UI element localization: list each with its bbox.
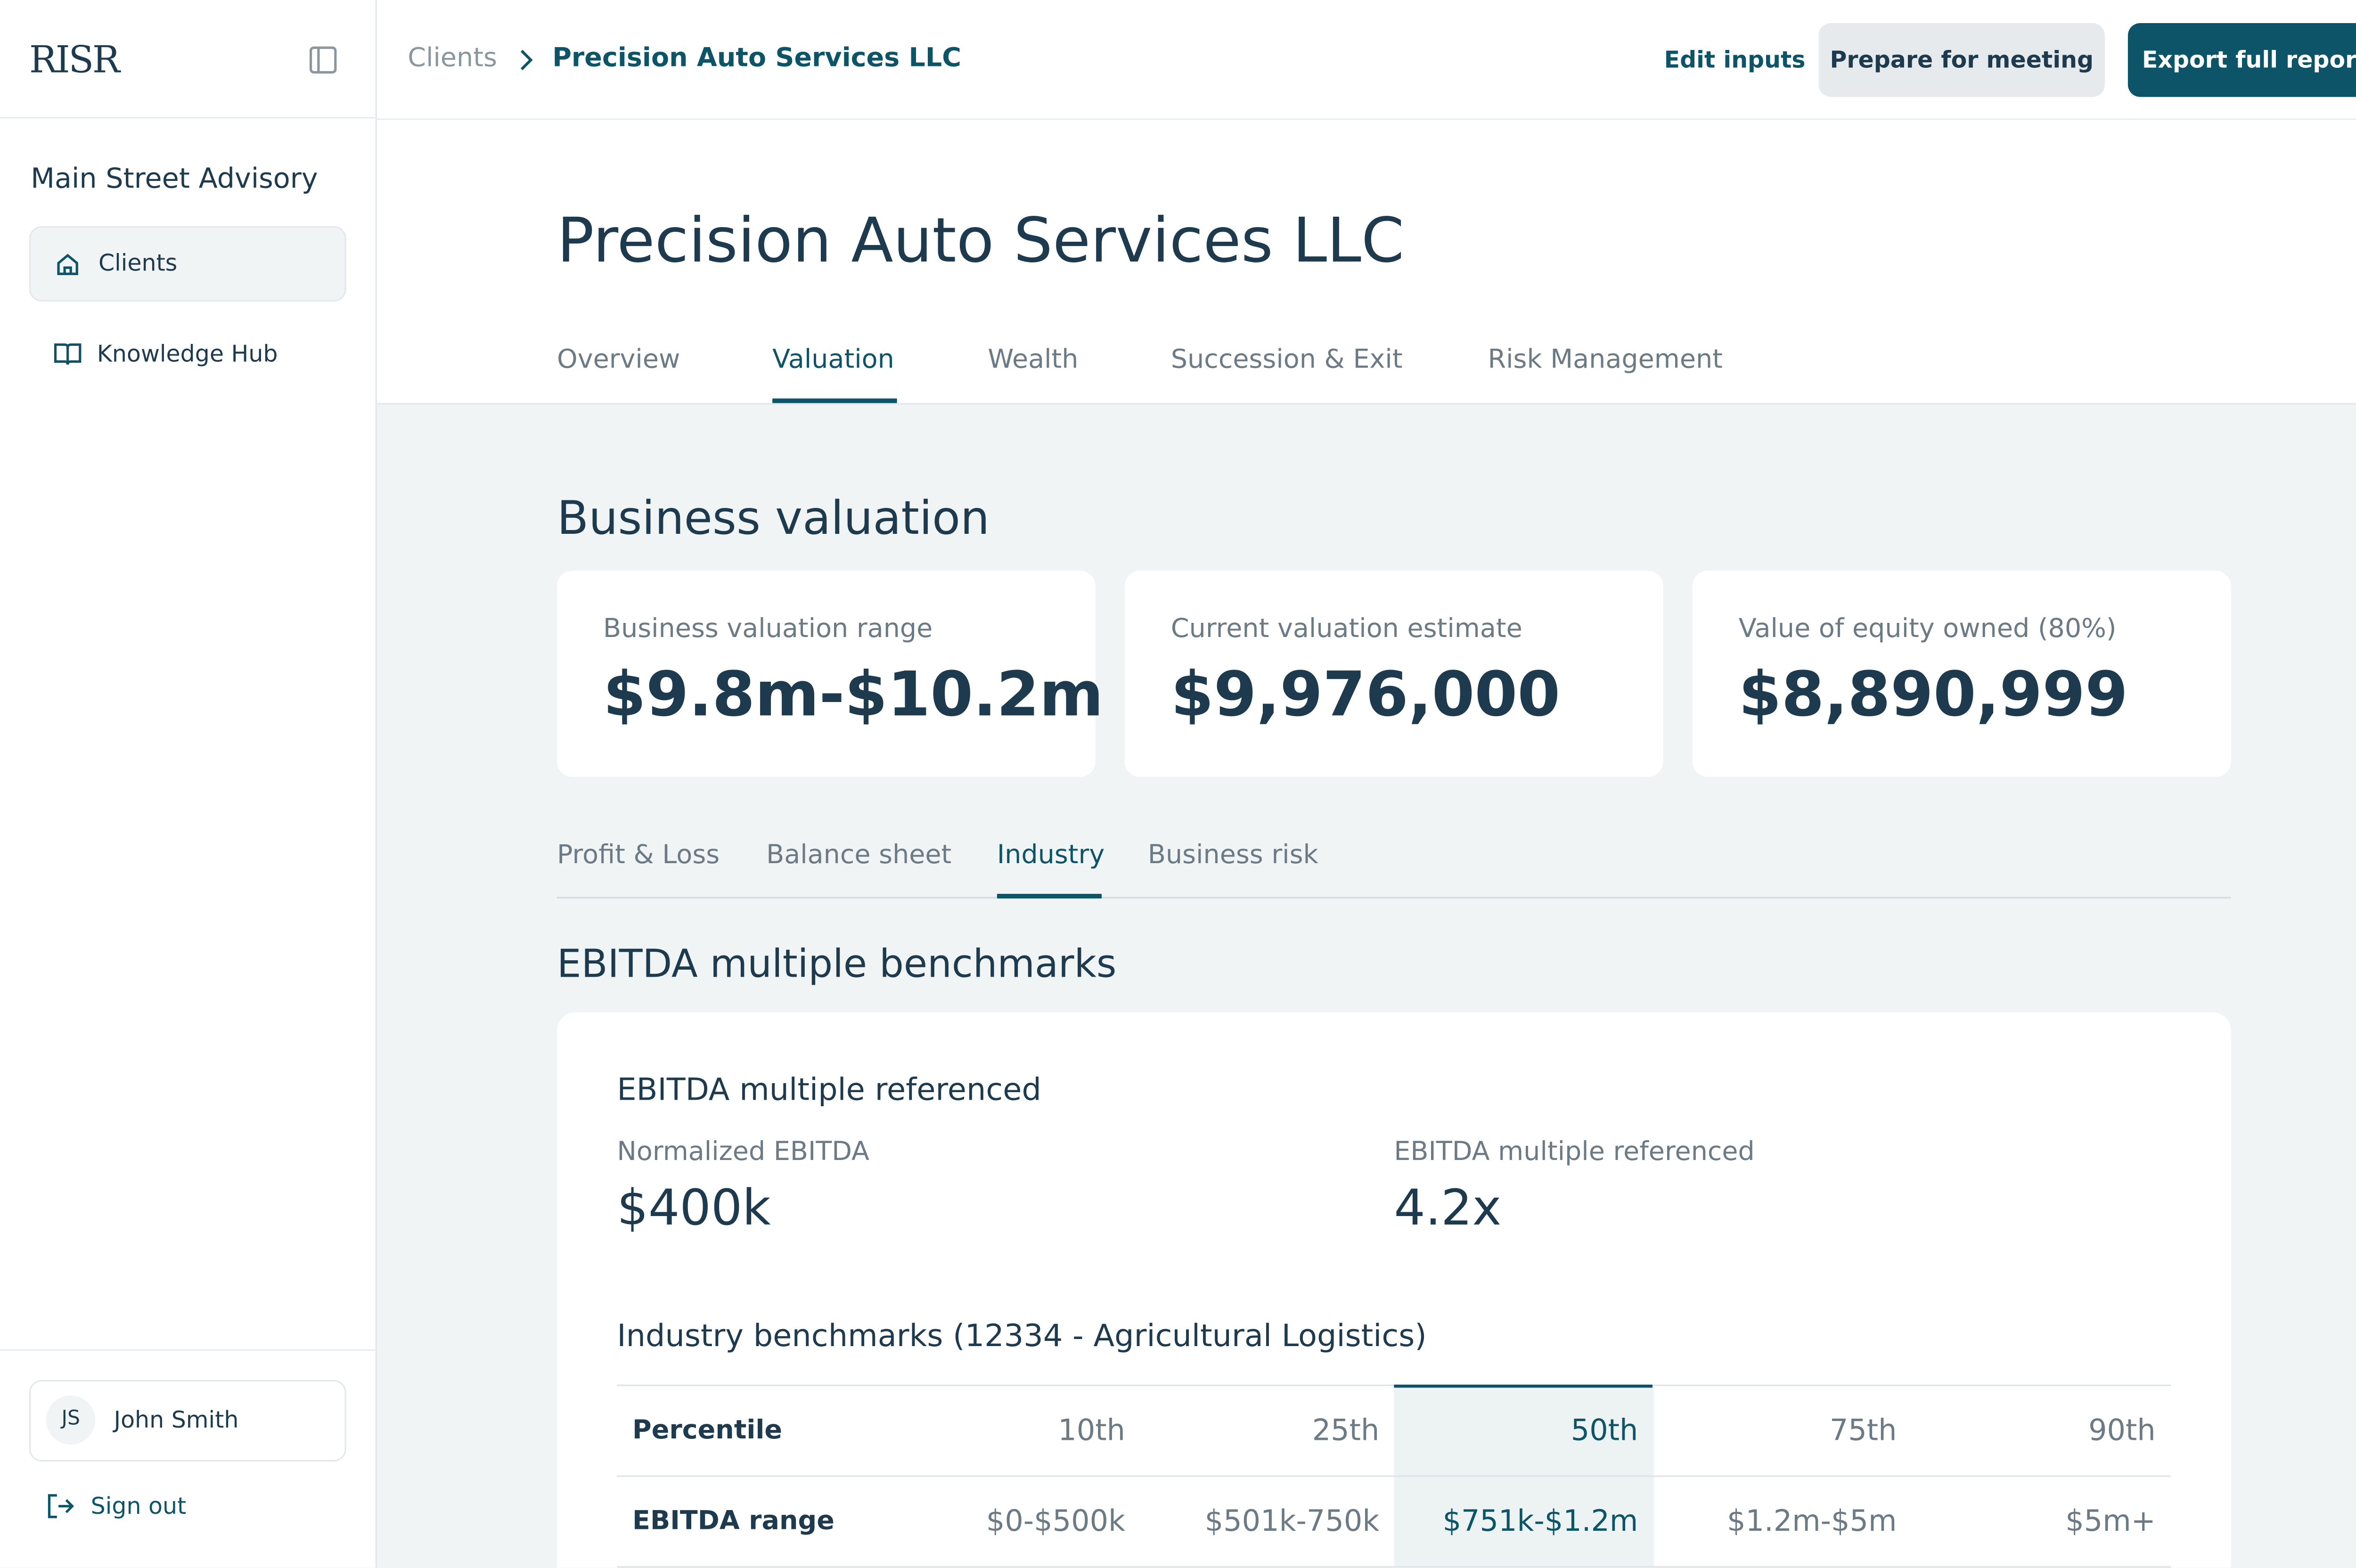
- tab[interactable]: Risk Management: [1488, 344, 1723, 376]
- top-bar: Clients Precision Auto Services LLC Edit…: [376, 0, 2356, 120]
- nav-label: Knowledge Hub: [97, 340, 278, 368]
- table-cell: $751k-$1.2m: [1394, 1476, 1654, 1568]
- benchmark-panel: EBITDA multiple referenced Normalized EB…: [557, 1012, 2231, 1568]
- benchmarks-title: Industry benchmarks (12334 - Agricultura…: [617, 1317, 1427, 1354]
- table-cell: $5m+: [1912, 1476, 2171, 1568]
- table-header-row: Percentile 10th 25th 50th 75th 90th: [617, 1385, 2171, 1477]
- nav-label: Clients: [98, 249, 178, 277]
- tab[interactable]: Succession & Exit: [1170, 344, 1403, 376]
- edit-inputs-button[interactable]: Edit inputs: [1664, 46, 1806, 74]
- metric-card: Business valuation range $9.8m-$10.2m: [557, 571, 1104, 777]
- page-title: Precision Auto Services LLC: [557, 206, 1405, 277]
- table-cell: EBITDA range: [617, 1476, 887, 1568]
- section-title: EBITDA multiple benchmarks: [557, 941, 1117, 987]
- sidebar: RISR Main Street Advisory Clients Knowle…: [0, 0, 377, 1568]
- card-label: Current valuation estimate: [1170, 613, 1522, 645]
- benchmark-table: Percentile 10th 25th 50th 75th 90th EBIT…: [617, 1384, 2171, 1568]
- table-cell: $501k-750k: [1140, 1476, 1395, 1568]
- home-icon: [57, 253, 78, 275]
- breadcrumb-link[interactable]: Clients: [408, 43, 497, 74]
- subtab[interactable]: Business risk: [1147, 840, 1318, 871]
- table-cell: 25th: [1140, 1385, 1395, 1477]
- table-cell: Percentile: [617, 1385, 887, 1477]
- page-header: Precision Auto Services LLC Overview Val…: [376, 120, 2356, 405]
- metric-label: EBITDA multiple referenced: [1394, 1137, 1755, 1168]
- card-label: Business valuation range: [603, 613, 933, 645]
- subtab[interactable]: Balance sheet: [766, 840, 952, 871]
- avatar: JS: [46, 1395, 96, 1445]
- logo[interactable]: RISR: [29, 38, 120, 82]
- metric-card: Value of equity owned (80%) $8,890,999: [1692, 571, 2231, 777]
- metric-label: Normalized EBITDA: [617, 1137, 870, 1168]
- section-heading: Business valuation: [557, 492, 990, 547]
- panel-title: EBITDA multiple referenced: [617, 1070, 1041, 1108]
- metric-card: Current valuation estimate $9,976,000: [1124, 571, 1663, 777]
- metric-value: $400k: [617, 1178, 771, 1237]
- collapse-icon[interactable]: [309, 46, 337, 74]
- org-name: Main Street Advisory: [31, 163, 318, 196]
- sign-out[interactable]: Sign out: [90, 1492, 187, 1520]
- chevron: [520, 49, 533, 71]
- tab[interactable]: Overview: [557, 344, 680, 376]
- card-value: $9.8m-$10.2m: [603, 660, 1104, 731]
- card-value: $8,890,999: [1738, 660, 2128, 731]
- card-value: $9,976,000: [1170, 660, 1561, 731]
- card-label: Value of equity owned (80%): [1738, 613, 2117, 645]
- nav-item[interactable]: Clients: [29, 226, 346, 302]
- prepare-button[interactable]: Prepare for meeting: [1818, 23, 2105, 97]
- table-cell: $1.2m-$5m: [1653, 1476, 1913, 1568]
- tab[interactable]: Valuation: [772, 344, 894, 376]
- table-cell: 50th: [1394, 1385, 1654, 1477]
- table-cell: 75th: [1653, 1385, 1913, 1477]
- nav-item[interactable]: Knowledge Hub: [29, 318, 343, 391]
- metric-value: 4.2x: [1394, 1178, 1502, 1237]
- table-row: EBITDA range $0-$500k $501k-750k $751k-$…: [617, 1476, 2171, 1568]
- table-cell: $0-$500k: [886, 1476, 1141, 1568]
- breadcrumb-current: Precision Auto Services LLC: [552, 43, 962, 74]
- tab[interactable]: Wealth: [988, 344, 1079, 376]
- user-card[interactable]: JS John Smith: [29, 1380, 346, 1462]
- user-name: John Smith: [114, 1406, 239, 1434]
- subtab[interactable]: Industry: [997, 840, 1105, 871]
- table-cell: 10th: [886, 1385, 1141, 1477]
- subtab[interactable]: Profit & Loss: [557, 840, 720, 871]
- signout-icon: [48, 1494, 74, 1519]
- export-button[interactable]: Export full report: [2127, 23, 2356, 97]
- book-icon: [54, 343, 82, 365]
- table-cell: 90th: [1912, 1385, 2171, 1477]
